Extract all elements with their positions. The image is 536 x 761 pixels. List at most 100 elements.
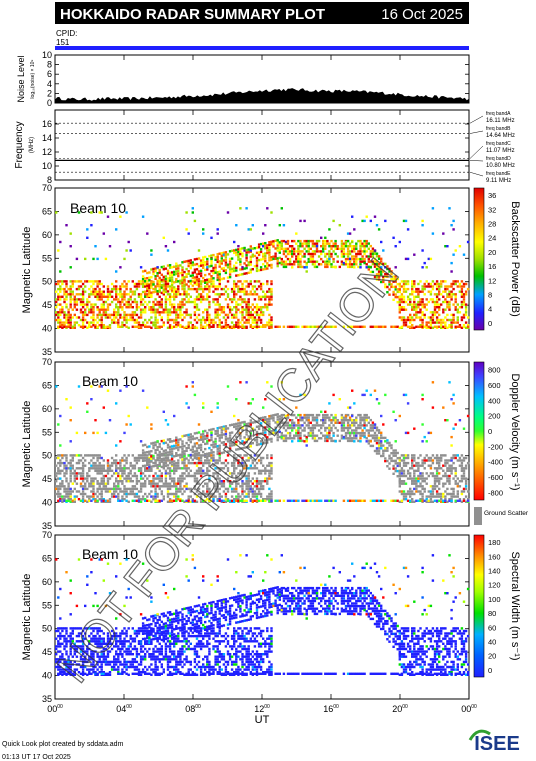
velocity-echo-cell [303,426,306,430]
velocity-echo-cell [270,472,273,475]
velocity-echo-cell [282,439,286,443]
power-echo-cell [224,290,228,293]
power-echo-cell [67,324,70,327]
velocity-echo-cell [297,434,300,437]
velocity-echo-cell [344,416,348,419]
power-echo-cell [92,306,95,309]
velocity-echo-cell [235,443,238,446]
power-echo-cell [297,255,300,258]
velocity-echo-cell [415,485,418,488]
power-echo-cell [253,247,257,250]
power-echo-cell [206,260,209,263]
velocity-echo-cell [322,419,325,422]
velocity-echo-cell [367,442,370,445]
velocity-echo-cell [257,469,261,472]
power-echo-cell [156,284,159,288]
velocity-echo-cell [164,441,168,444]
power-echo-cell [249,260,252,264]
power-echo-cell [245,308,248,311]
velocity-echo-cell [148,482,151,485]
power-echo-cell [237,285,240,288]
velocity-echo-cell [146,454,149,457]
velocity-echo-cell [75,482,79,485]
power-echo-cell [164,280,168,283]
power-echo-cell [144,285,147,288]
velocity-echo-cell [166,495,170,498]
power-echo-cell [456,280,459,283]
velocity-echo-cell [117,480,120,483]
velocity-echo-cell [322,421,325,424]
velocity-echo-cell [249,456,252,460]
velocity-echo-cell [324,416,327,419]
power-echo-cell [237,321,240,324]
power-echo-cell [102,324,105,327]
velocity-echo-cell [330,429,333,432]
velocity-echo-cell [166,500,170,503]
velocity-echo-cell [315,439,319,443]
power-echo-cell [342,250,346,253]
power-echo-cell [293,252,296,256]
velocity-echo-cell [237,432,240,435]
power-echo-cell [320,236,323,239]
velocity-echo-cell [133,485,137,488]
power-echo-cell [305,250,308,253]
power-echo-cell [268,324,271,327]
velocity-echo-cell [340,419,344,422]
power-echo-cell [108,290,112,293]
power-echo-cell [324,260,327,263]
power-echo-cell [301,250,304,253]
velocity-echo-cell [119,389,122,392]
power-echo-cell [92,308,95,311]
velocity-echo-cell [119,464,122,467]
power-echo-cell [303,266,306,269]
power-echo-cell [328,228,331,231]
power-echo-cell [156,282,159,285]
power-echo-cell [311,255,315,258]
velocity-echo-cell [63,467,66,470]
velocity-echo-cell [268,461,271,465]
velocity-echo-cell [127,500,130,503]
power-echo-cell [69,293,72,296]
power-echo-cell [86,326,89,329]
power-echo-cell [361,325,364,328]
power-echo-cell [413,280,416,283]
velocity-echo-cell [262,419,265,422]
power-echo-cell [195,326,199,329]
power-echo-cell [154,308,157,311]
power-echo-cell [204,321,207,324]
velocity-echo-cell [413,474,416,478]
power-echo-cell [123,316,126,319]
power-echo-cell [156,325,159,328]
power-echo-cell [181,279,184,282]
velocity-echo-cell [106,389,110,392]
power-echo-cell [444,285,447,288]
velocity-echo-cell [402,490,406,493]
velocity-echo-cell [113,472,116,475]
power-echo-cell [214,293,217,296]
power-echo-cell [247,263,250,267]
power-echo-cell [100,293,103,296]
velocity-echo-cell [156,466,159,469]
power-echo-cell [365,239,368,243]
power-echo-cell [185,308,188,311]
velocity-echo-cell [245,422,248,426]
velocity-echo-cell [110,474,114,478]
power-echo-cell [406,318,410,322]
velocity-echo-cell [326,435,329,439]
velocity-echo-cell [195,500,199,503]
velocity-echo-cell [152,485,155,488]
power-echo-cell [247,321,250,324]
power-echo-cell [239,298,242,301]
velocity-echo-cell [392,459,395,463]
velocity-echo-cell [84,482,87,485]
power-echo-cell [435,285,439,288]
power-echo-cell [251,285,254,288]
power-echo-cell [183,293,186,296]
velocity-echo-cell [297,499,300,502]
velocity-echo-cell [334,416,337,419]
power-echo-cell [423,282,426,286]
velocity-echo-cell [326,499,329,502]
velocity-echo-cell [177,461,180,465]
power-echo-cell [375,260,379,263]
velocity-echo-cell [417,485,420,488]
